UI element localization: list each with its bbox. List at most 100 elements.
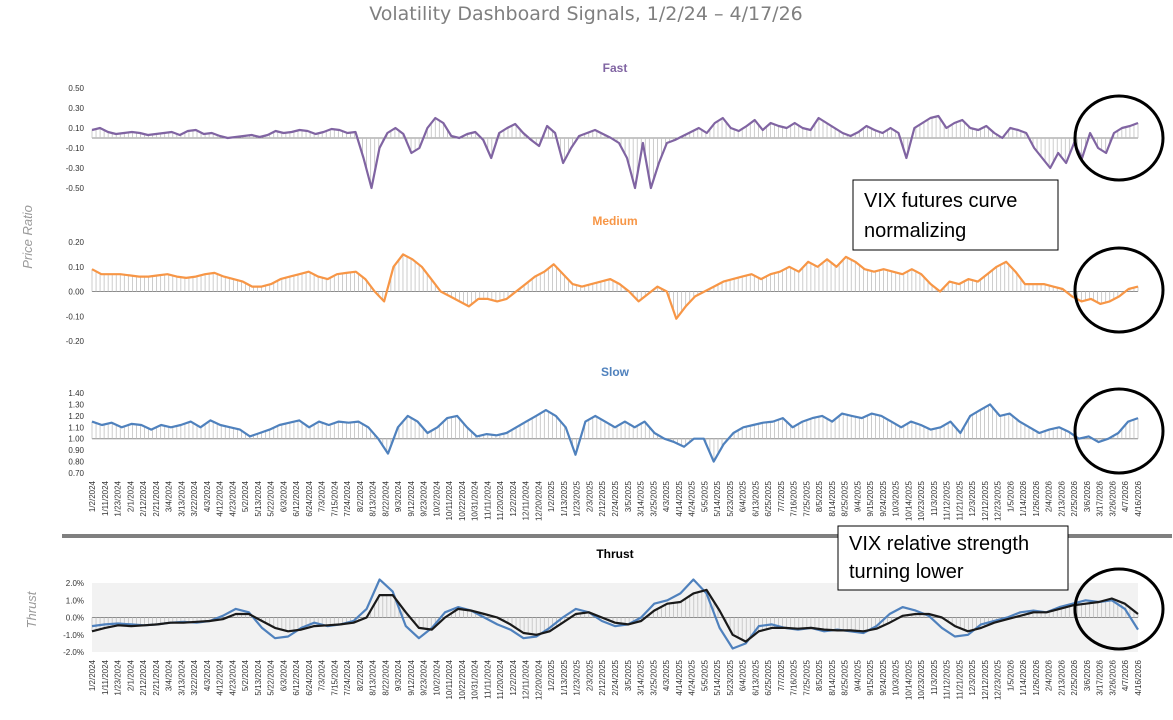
x-tick-label: 4/3/2024 <box>203 480 212 512</box>
slow-ytick-label: 1.40 <box>68 389 84 398</box>
annotation-vix-curve-line1: VIX futures curve <box>864 190 1017 212</box>
x-tick-label: 10/31/2024 <box>471 659 480 700</box>
x-tick-label: 5/13/2024 <box>254 659 263 695</box>
x-tick-label: 2/21/2024 <box>152 659 161 695</box>
medium-panel: Medium 0.20 0.10 0.00 -0.10 -0.20 <box>66 214 1139 346</box>
fast-panel-title: Fast <box>603 61 628 75</box>
x-tick-label: 5/22/2024 <box>267 480 276 516</box>
slow-panel-title: Slow <box>601 365 630 379</box>
fast-ytick-label: -0.10 <box>66 144 85 153</box>
x-tick-label: 7/24/2024 <box>343 659 352 695</box>
x-tick-label: 2/13/2026 <box>1058 659 1067 695</box>
x-tick-label: 2/21/2024 <box>152 480 161 516</box>
x-tick-label: 11/11/2024 <box>483 480 492 519</box>
x-tick-label: 6/13/2025 <box>751 480 760 516</box>
x-tick-label: 1/2/2025 <box>547 480 556 512</box>
x-tick-label: 9/12/2024 <box>407 659 416 695</box>
x-tick-label: 9/4/2025 <box>853 659 862 691</box>
x-tick-label: 3/14/2025 <box>637 659 646 695</box>
x-tick-label: 2/12/2025 <box>598 659 607 695</box>
slow-series-line-1 <box>91 403 1139 463</box>
x-tick-label: 4/3/2025 <box>662 480 671 512</box>
x-tick-label: 3/5/2025 <box>624 480 633 512</box>
medium-ytick-label: 0.10 <box>68 263 84 272</box>
x-tick-label: 5/13/2024 <box>254 480 263 516</box>
thrust-ytick-label: 0.0% <box>66 614 84 623</box>
x-tick-label: 12/20/2024 <box>535 659 544 700</box>
x-tick-label: 3/22/2024 <box>190 480 199 516</box>
thrust-panel-title: Thrust <box>596 547 633 561</box>
x-tick-label: 10/3/2025 <box>892 659 901 695</box>
fast-ytick-label: 0.30 <box>68 104 84 113</box>
figure-title: Volatility Dashboard Signals, 1/2/24 – 4… <box>369 3 803 25</box>
x-tick-label: 4/24/2025 <box>688 480 697 516</box>
x-tick-label: 11/21/2025 <box>955 659 964 699</box>
x-tick-label: 6/24/2024 <box>305 480 314 516</box>
x-tick-label: 9/3/2024 <box>394 659 403 691</box>
x-tick-label: 3/5/2025 <box>624 659 633 691</box>
x-tick-label: 12/11/2024 <box>522 659 531 699</box>
x-tick-label: 6/25/2025 <box>764 659 773 695</box>
x-tick-label: 3/4/2024 <box>165 480 174 512</box>
slow-ytick-label: 1.10 <box>68 423 84 432</box>
x-tick-label: 2/24/2025 <box>611 480 620 516</box>
x-tick-label: 2/4/2026 <box>1045 659 1054 691</box>
x-tick-label: 11/21/2025 <box>955 480 964 520</box>
x-tick-label: 4/14/2025 <box>675 659 684 695</box>
x-tick-label: 6/3/2024 <box>279 659 288 691</box>
x-tick-label: 12/2/2024 <box>509 659 518 695</box>
x-tick-label: 1/2/2024 <box>88 480 97 512</box>
x-tick-label: 9/23/2024 <box>420 659 429 695</box>
x-tick-label: 12/3/2025 <box>968 659 977 695</box>
x-tick-label: 10/22/2024 <box>458 480 467 521</box>
annotation-vix-strength-line1: VIX relative strength <box>849 533 1029 555</box>
x-tick-label: 5/5/2025 <box>700 480 709 512</box>
thrust-ytick-label: -2.0% <box>63 648 84 657</box>
highlight-circle-slow <box>1073 387 1165 475</box>
x-tick-label: 10/23/2025 <box>917 659 926 700</box>
highlight-circle-thrust <box>1073 567 1165 651</box>
x-tick-label: 4/16/2026 <box>1134 659 1143 695</box>
x-tick-label: 7/25/2025 <box>802 659 811 695</box>
x-tick-label: 1/13/2025 <box>560 480 569 516</box>
x-tick-label: 7/24/2024 <box>343 480 352 516</box>
slow-ytick-label: 1.00 <box>68 435 84 444</box>
x-tick-label: 1/26/2026 <box>1032 480 1041 516</box>
x-tick-label: 7/16/2025 <box>790 659 799 695</box>
x-tick-label: 7/3/2024 <box>318 480 327 512</box>
x-tick-label: 6/4/2025 <box>739 659 748 691</box>
x-tick-label: 8/25/2025 <box>841 659 850 695</box>
x-tick-label: 11/3/2025 <box>930 659 939 695</box>
x-tick-label: 1/11/2024 <box>101 659 110 695</box>
thrust-ytick-label: 1.0% <box>66 596 84 605</box>
x-tick-label: 8/13/2024 <box>369 480 378 516</box>
x-tick-label: 6/13/2025 <box>751 659 760 695</box>
slow-ytick-label: 1.20 <box>68 412 84 421</box>
highlight-circle-fast <box>1073 94 1165 182</box>
x-tick-label: 1/23/2025 <box>573 480 582 516</box>
side-label-price-ratio: Price Ratio <box>20 205 35 269</box>
medium-ytick-label: -0.20 <box>66 337 85 346</box>
x-tick-label: 7/25/2025 <box>802 480 811 516</box>
fast-ytick-label: 0.10 <box>68 124 84 133</box>
fast-ytick-label: 0.50 <box>68 84 84 93</box>
x-tick-label: 12/23/2025 <box>994 659 1003 700</box>
x-tick-label: 10/14/2025 <box>904 659 913 700</box>
x-tick-label: 8/2/2024 <box>356 659 365 691</box>
x-tick-label: 9/23/2024 <box>420 480 429 516</box>
x-tick-label: 6/3/2024 <box>279 480 288 512</box>
x-tick-label: 5/23/2025 <box>726 659 735 695</box>
x-tick-label: 2/12/2024 <box>139 659 148 695</box>
x-tick-label: 7/15/2024 <box>330 659 339 695</box>
highlight-circle-medium <box>1073 246 1165 334</box>
x-tick-label: 3/17/2026 <box>1096 659 1105 695</box>
upper-date-axis: 1/2/2024 1/11/2024 1/23/2024 2/1/2024 2/12/2… <box>88 480 1143 521</box>
x-tick-label: 10/11/2024 <box>445 480 454 520</box>
x-tick-label: 8/5/2025 <box>815 480 824 512</box>
fast-panel: Fast 0.50 0.30 0.10 -0.10 -0.30 -0.50 <box>66 61 1139 193</box>
x-tick-label: 10/2/2024 <box>432 480 441 516</box>
x-tick-label: 4/3/2025 <box>662 659 671 691</box>
x-tick-label: 9/4/2025 <box>853 480 862 512</box>
x-tick-label: 1/23/2025 <box>573 659 582 695</box>
slow-ytick-label: 1.30 <box>68 400 84 409</box>
